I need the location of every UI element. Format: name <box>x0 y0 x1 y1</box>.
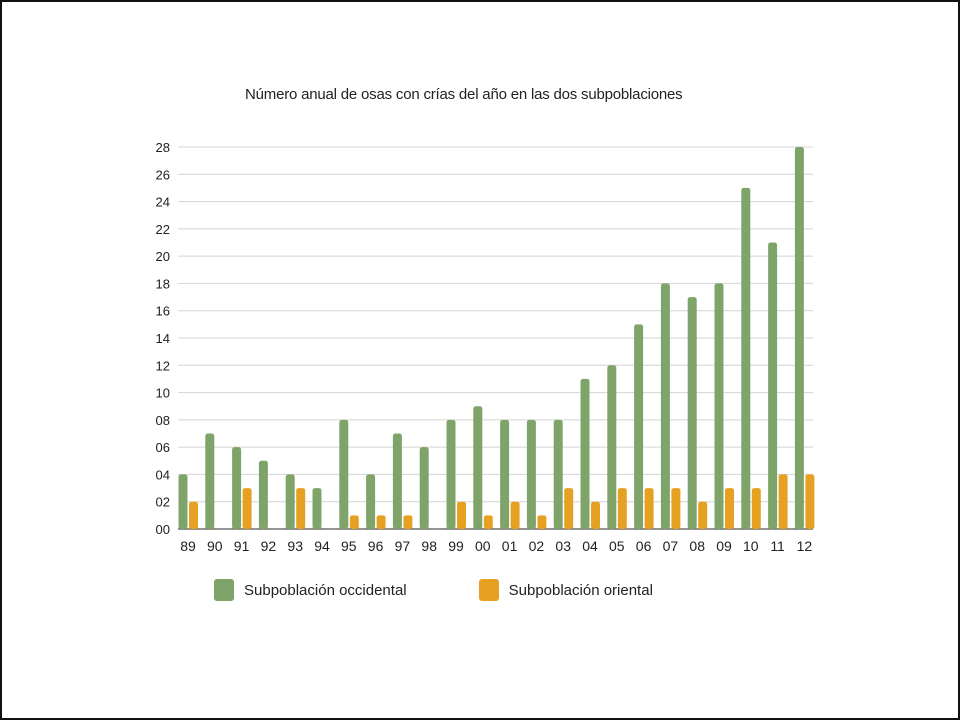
bar-occidental <box>446 419 456 529</box>
bar-occidental <box>607 365 617 529</box>
bar-occidental <box>419 447 429 529</box>
legend-label-oriental: Subpoblación oriental <box>508 581 653 599</box>
y-tick-label: 06 <box>156 440 170 455</box>
x-tick-label: 99 <box>448 538 464 554</box>
x-tick-label: 11 <box>770 538 785 554</box>
bar-oriental <box>403 515 413 529</box>
bar-oriental <box>778 474 788 529</box>
bar-occidental <box>714 283 724 529</box>
bar-oriental <box>189 501 198 529</box>
y-tick-label: 22 <box>156 222 170 237</box>
bar-occidental <box>794 147 804 529</box>
bar-oriental <box>457 501 466 529</box>
bar-occidental <box>392 433 402 529</box>
x-tick-label: 90 <box>207 538 223 554</box>
bar-occidental <box>366 474 376 529</box>
x-tick-label: 09 <box>716 538 732 554</box>
x-tick-label: 10 <box>743 538 759 554</box>
x-tick-label: 12 <box>797 538 813 554</box>
bar-occidental <box>580 378 590 529</box>
bar-occidental <box>768 242 778 529</box>
y-tick-label: 04 <box>156 467 170 482</box>
x-tick-label: 94 <box>314 538 330 554</box>
bar-oriental <box>537 515 547 529</box>
y-tick-label: 08 <box>156 413 170 428</box>
bar-oriental <box>564 488 574 529</box>
x-tick-label: 07 <box>663 538 679 554</box>
bar-occidental <box>687 297 697 529</box>
bar-occidental <box>205 433 215 529</box>
bar-occidental <box>178 474 188 529</box>
bar-occidental <box>741 187 751 529</box>
x-tick-label: 96 <box>368 538 384 554</box>
y-tick-label: 10 <box>156 386 170 401</box>
y-tick-label: 12 <box>156 358 170 373</box>
x-tick-label: 00 <box>475 538 491 554</box>
x-tick-label: 95 <box>341 538 357 554</box>
y-tick-label: 18 <box>156 276 170 291</box>
legend-label-occidental: Subpoblación occidental <box>244 581 407 599</box>
legend: Subpoblación occidental Subpoblación ori… <box>214 579 653 601</box>
y-tick-label: 02 <box>156 495 170 510</box>
bar-oriental <box>725 488 734 529</box>
bar-oriental <box>617 488 627 529</box>
y-tick-label: 20 <box>156 249 170 264</box>
x-tick-label: 01 <box>502 538 518 554</box>
bar-occidental <box>500 419 510 529</box>
y-tick-label: 16 <box>156 304 170 319</box>
x-tick-label: 92 <box>261 538 277 554</box>
bar-occidental <box>312 488 322 529</box>
bar-oriental <box>805 474 815 529</box>
x-tick-label: 03 <box>555 538 571 554</box>
bar-oriental <box>698 501 708 529</box>
x-tick-label: 97 <box>395 538 411 554</box>
bar-occidental <box>553 419 563 529</box>
x-tick-label: 89 <box>180 538 196 554</box>
bar-occidental <box>258 460 268 529</box>
bar-occidental <box>660 283 670 529</box>
bar-occidental <box>526 419 536 529</box>
x-tick-label: 91 <box>234 538 250 554</box>
x-tick-label: 06 <box>636 538 652 554</box>
x-tick-label: 08 <box>689 538 705 554</box>
y-tick-label: 14 <box>156 331 170 346</box>
y-tick-label: 24 <box>156 195 170 210</box>
bar-occidental <box>285 474 295 529</box>
x-tick-label: 04 <box>582 538 598 554</box>
bar-oriental <box>591 501 600 529</box>
legend-swatch-occidental <box>214 579 234 601</box>
legend-item-oriental: Subpoblación oriental <box>478 579 653 601</box>
bar-oriental <box>376 515 386 529</box>
bar-occidental <box>473 406 483 529</box>
bar-occidental <box>339 419 349 529</box>
bar-oriental <box>751 488 761 529</box>
y-tick-label: 26 <box>156 167 170 182</box>
bar-oriental <box>296 488 306 529</box>
bar-occidental <box>232 447 242 529</box>
chart-title: Número anual de osas con crías del año e… <box>245 86 683 103</box>
bar-oriental <box>644 488 654 529</box>
bar-oriental <box>671 488 681 529</box>
bar-oriental <box>483 515 493 529</box>
x-tick-label: 02 <box>529 538 545 554</box>
bar-oriental <box>349 515 359 529</box>
x-tick-label: 98 <box>421 538 437 554</box>
x-tick-label: 05 <box>609 538 625 554</box>
x-tick-label: 93 <box>287 538 303 554</box>
bar-occidental <box>634 324 644 529</box>
y-tick-label: 28 <box>156 140 170 155</box>
bar-oriental <box>510 501 520 529</box>
legend-swatch-oriental <box>478 579 499 601</box>
bar-oriental <box>242 488 252 529</box>
y-tick-label: 00 <box>156 522 170 537</box>
legend-item-occidental: Subpoblación occidental <box>214 579 407 601</box>
